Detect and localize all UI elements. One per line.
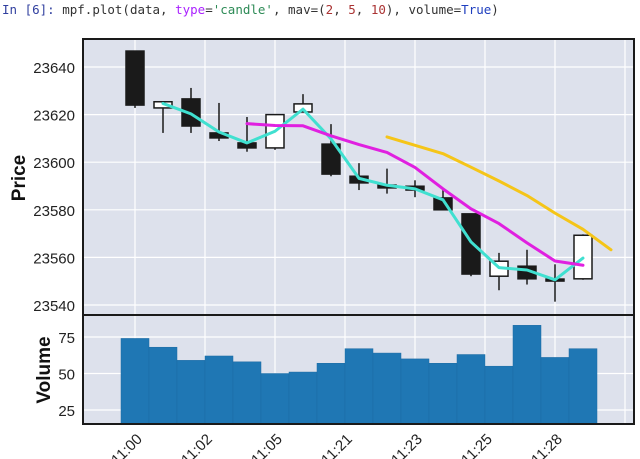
x-tick-label: 11:00 [108,431,146,459]
volume-bar [484,365,514,425]
volume-bar [260,373,290,425]
price-panel [82,38,635,316]
volume-bar [288,371,318,425]
volume-tick-label: 75 [58,330,75,347]
code-number: 2 [325,2,334,17]
notebook-code-cell[interactable]: In [6]: mpf.plot(data, type='candle', ma… [2,2,499,17]
volume-axes-frame [82,314,635,425]
candle-down [433,197,453,211]
volume-bar [120,338,150,425]
x-tick-label: 11:21 [318,431,356,459]
volume-bar [372,352,402,425]
volume-bar [512,325,542,425]
volume-bar [232,361,262,425]
cell-prompt: In [6]: [2,2,55,17]
moving-average-ma5 [245,122,585,267]
volume-bar [204,355,234,425]
volume-bar [568,348,598,425]
code-string: 'candle' [212,2,273,17]
volume-tick-label: 25 [58,403,75,420]
code-number: 5 [348,2,356,17]
volume-bar [400,358,430,425]
code-text: , [333,2,349,17]
volume-bar [316,363,346,425]
x-tick-label: 11:25 [458,431,496,459]
code-text: mpf.plot(data, [54,2,176,17]
code-text: = [205,2,213,17]
x-tick-label: 11:05 [248,431,286,459]
volume-bar [176,360,206,425]
code-number: 10 [370,2,386,17]
code-text: , mav=( [272,2,326,17]
moving-average-ma2 [161,101,585,282]
x-tick-label: 11:02 [178,431,216,459]
price-tick-label: 23580 [33,203,75,220]
candle-down [125,50,145,106]
code-text: , [355,2,371,17]
volume-bar [540,357,570,425]
price-axis-label: Price [9,155,30,201]
price-tick-label: 23600 [33,155,75,172]
price-tick-label: 23560 [33,250,75,267]
code-text: ) [491,2,499,17]
x-tick-label: 11:23 [388,431,426,459]
volume-axis-label: Volume [34,336,55,403]
volume-bar [456,354,486,425]
volume-bar [148,346,178,425]
volume-panel [82,314,635,425]
moving-average-ma10 [385,135,613,252]
volume-tick-label: 50 [58,367,75,384]
code-keyword: type [175,2,206,17]
code-text: ), volume= [385,2,462,17]
price-tick-label: 23620 [33,108,75,125]
candle-down [321,143,341,175]
volume-bar [428,363,458,425]
code-boolean: True [461,2,492,17]
volume-bar [344,348,374,425]
price-tick-label: 23540 [33,298,75,315]
x-tick-label: 11:28 [528,431,566,459]
price-tick-label: 23640 [33,60,75,77]
